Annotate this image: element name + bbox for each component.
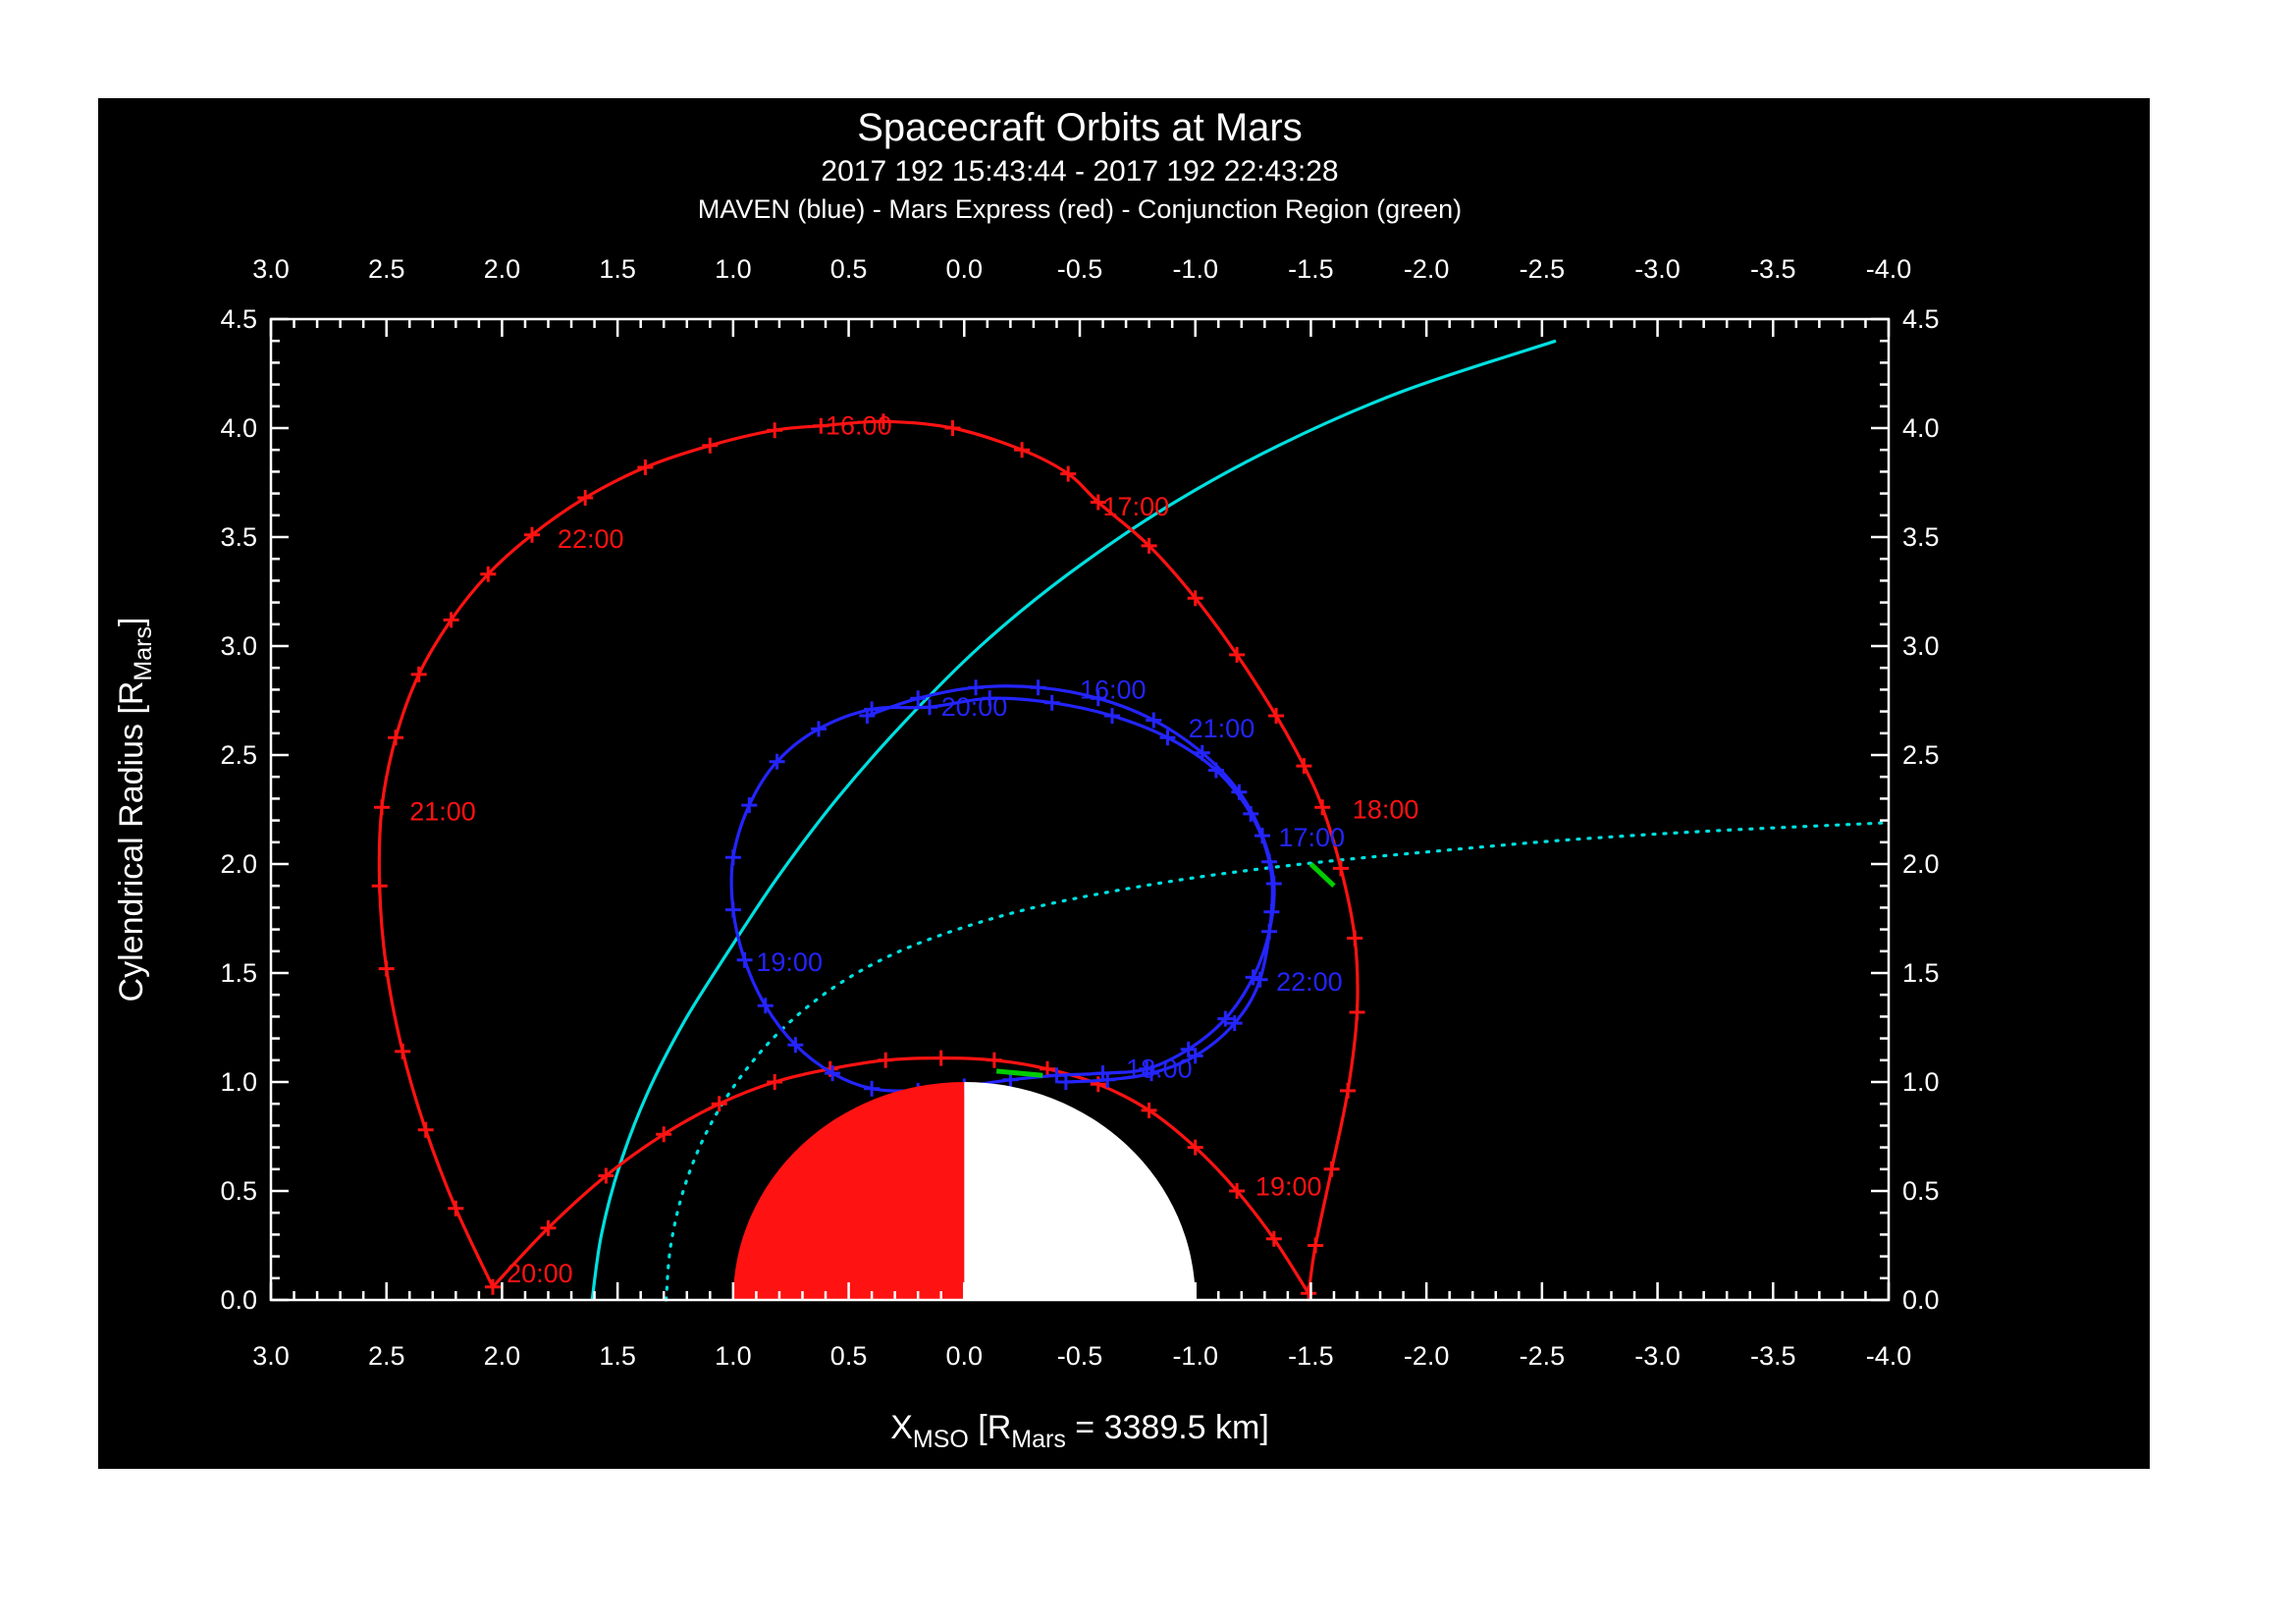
y-tick-label-right: 2.0	[1902, 849, 1940, 879]
x-tick-label-bottom: -2.5	[1520, 1341, 1566, 1371]
mars-express-orbit-time-labels: 16:00 17:00 18:00 19:00 20:00 21:00 22:00	[409, 411, 1418, 1289]
mars-disk	[732, 1082, 1196, 1300]
maven-orbit-markers	[724, 679, 1282, 1099]
x-tick-label-top: -1.5	[1288, 254, 1334, 284]
y-tick-label-left: 0.5	[220, 1176, 257, 1206]
maven-orbit	[724, 679, 1282, 1099]
mars-dayside	[732, 1082, 965, 1300]
boundary-dotted	[665, 821, 1891, 1302]
time-label: 19:00	[1255, 1171, 1322, 1201]
x-tick-label-bottom: -1.0	[1172, 1341, 1218, 1371]
x-tick-label-bottom: 2.5	[368, 1341, 405, 1371]
bow-shock	[590, 339, 1557, 1301]
x-tick-label-top: -0.5	[1057, 254, 1103, 284]
x-tick-label-top: -4.0	[1866, 254, 1912, 284]
x-tick-label-top: 2.5	[368, 254, 405, 284]
time-label: 21:00	[1189, 714, 1255, 743]
boundary-dotted-path	[665, 821, 1891, 1302]
x-axis-label: XMSO [RMars = 3389.5 km]	[890, 1409, 1269, 1453]
y-tick-label-right: 3.0	[1902, 631, 1940, 661]
y-tick-label-right: 3.5	[1902, 522, 1940, 552]
x-tick-label-top: -2.0	[1404, 254, 1450, 284]
y-tick-label-right: 2.5	[1902, 740, 1940, 770]
x-tick-label-top: -3.0	[1634, 254, 1681, 284]
mars-express-orbit-markers	[371, 413, 1365, 1302]
maven-orbit-time-labels: 16:00 17:00 18:00 19:00 20:00 21:00 22:00	[756, 675, 1345, 1083]
axis-tick-labels: 3.0 3.0 2.5 2.5 2.0 2.0 1.5 1.5 1.0 1.0 0.5 0.5 0.0 0…	[220, 254, 1939, 1371]
x-tick-label-bottom: -1.5	[1288, 1341, 1334, 1371]
time-label: 19:00	[756, 947, 823, 977]
x-tick-label-top: 1.0	[715, 254, 752, 284]
conjunction-region	[995, 862, 1336, 1078]
time-label: 20:00	[941, 692, 1008, 722]
x-tick-label-top: -3.5	[1750, 254, 1796, 284]
chart-title: Spacecraft Orbits at Mars	[857, 106, 1303, 149]
x-tick-label-bottom: 0.0	[946, 1341, 984, 1371]
time-label: 18:00	[1126, 1055, 1193, 1084]
y-tick-label-left: 0.0	[220, 1285, 257, 1315]
bow-shock-path	[590, 339, 1557, 1301]
conjunction-region-path	[995, 1068, 1043, 1078]
x-tick-label-top: 2.0	[484, 254, 521, 284]
y-tick-label-left: 3.5	[220, 522, 257, 552]
chart-subtitle: 2017 192 15:43:44 - 2017 192 22:43:28	[821, 155, 1339, 188]
maven-orbit-path	[729, 684, 1276, 1093]
x-tick-label-top: -2.5	[1520, 254, 1566, 284]
y-axis-label: Cylendrical Radius [RMars]	[113, 618, 157, 1002]
x-tick-label-bottom: -3.5	[1750, 1341, 1796, 1371]
x-tick-label-top: 0.5	[830, 254, 868, 284]
y-tick-label-right: 0.0	[1902, 1285, 1940, 1315]
x-tick-label-bottom: 1.0	[715, 1341, 752, 1371]
x-tick-label-top: -1.0	[1172, 254, 1218, 284]
x-tick-label-bottom: 1.5	[599, 1341, 636, 1371]
mars-nightside	[964, 1082, 1196, 1300]
y-tick-label-right: 1.0	[1902, 1067, 1940, 1097]
y-tick-label-left: 1.0	[220, 1067, 257, 1097]
time-label: 17:00	[1103, 492, 1170, 521]
time-label: 18:00	[1353, 794, 1419, 824]
time-label: 22:00	[1276, 967, 1343, 997]
time-label: 20:00	[507, 1259, 573, 1288]
time-label: 17:00	[1278, 823, 1345, 852]
y-tick-label-left: 3.0	[220, 631, 257, 661]
y-tick-label-right: 4.5	[1902, 304, 1940, 334]
x-tick-label-bottom: 2.0	[484, 1341, 521, 1371]
x-tick-label-bottom: 3.0	[252, 1341, 290, 1371]
mars-express-orbit-path	[377, 424, 822, 1288]
axis-ticks	[269, 317, 1891, 1302]
y-tick-label-left: 2.5	[220, 740, 257, 770]
time-label: 21:00	[409, 797, 476, 827]
plot-background: Spacecraft Orbits at Mars 2017 192 15:43…	[98, 98, 2150, 1469]
y-tick-label-left: 4.5	[220, 304, 257, 334]
x-tick-label-bottom: -4.0	[1866, 1341, 1912, 1371]
x-tick-label-bottom: -2.0	[1404, 1341, 1450, 1371]
y-tick-label-right: 4.0	[1902, 413, 1940, 443]
x-tick-label-bottom: -0.5	[1057, 1341, 1103, 1371]
conjunction-region-path	[1308, 862, 1336, 889]
y-tick-label-left: 1.5	[220, 958, 257, 988]
mars-express-orbit	[371, 413, 1365, 1302]
x-tick-label-bottom: -3.0	[1634, 1341, 1681, 1371]
x-tick-label-top: 0.0	[946, 254, 984, 284]
y-tick-label-right: 0.5	[1902, 1176, 1940, 1206]
x-tick-label-top: 1.5	[599, 254, 636, 284]
time-label: 22:00	[558, 524, 624, 554]
y-tick-label-left: 4.0	[220, 413, 257, 443]
x-tick-label-bottom: 0.5	[830, 1341, 868, 1371]
time-label: 16:00	[1080, 675, 1147, 704]
y-tick-label-left: 2.0	[220, 849, 257, 879]
x-tick-label-top: 3.0	[252, 254, 290, 284]
orbit-plot-canvas: 3.0 3.0 2.5 2.5 2.0 2.0 1.5 1.5 1.0 1.0 0.5 0.5 0.0 0…	[113, 254, 1940, 1453]
time-label: 16:00	[826, 411, 892, 441]
chart-legend: MAVEN (blue) - Mars Express (red) - Conj…	[697, 194, 1463, 224]
y-tick-label-right: 1.5	[1902, 958, 1940, 988]
